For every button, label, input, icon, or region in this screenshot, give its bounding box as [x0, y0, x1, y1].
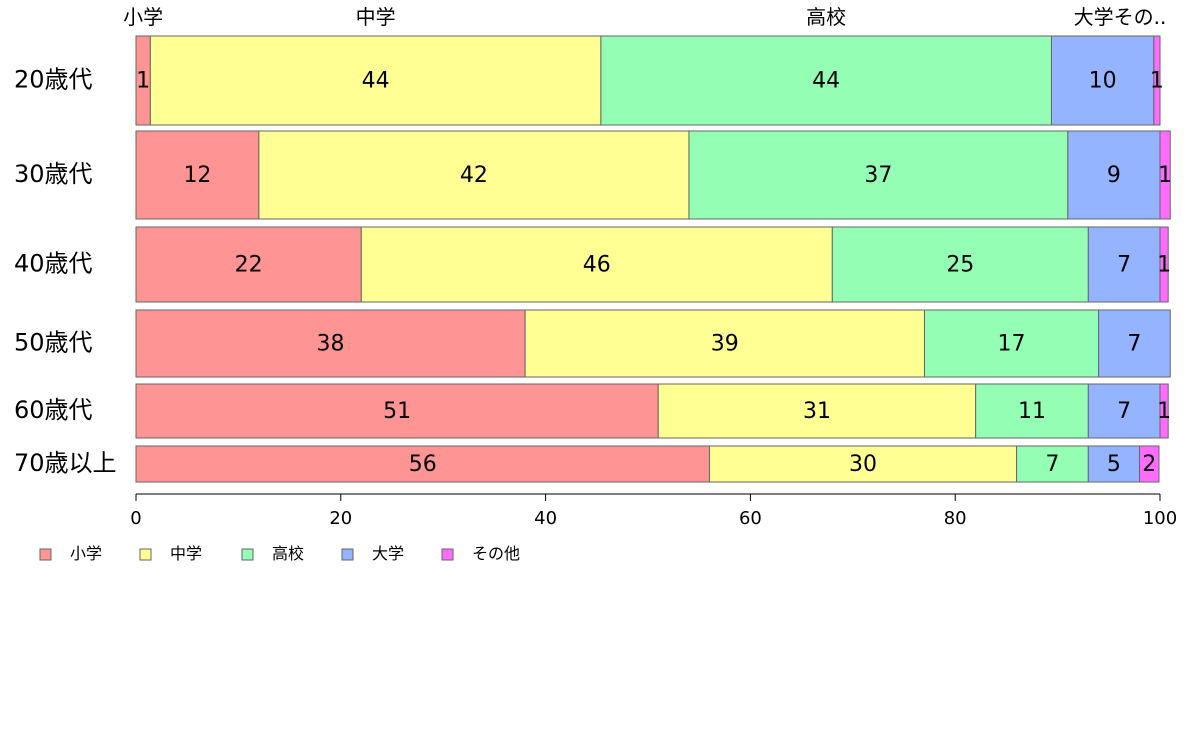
- x-tick-label: 80: [944, 508, 967, 529]
- data-label: 42: [460, 163, 488, 188]
- legend-label: 中学: [170, 544, 202, 563]
- data-label: 7: [1117, 399, 1131, 424]
- data-label: 7: [1127, 332, 1141, 357]
- data-label: 38: [317, 332, 345, 357]
- bar-row: 40歳代 22 46 25 7 1: [14, 226, 1171, 303]
- legend: 小学 中学 高校 大学 その他: [39, 544, 520, 563]
- data-label: 5: [1107, 452, 1121, 477]
- data-label: 39: [711, 332, 739, 357]
- data-label: 12: [183, 163, 211, 188]
- bar-segment: [1050, 35, 1155, 126]
- bar-segment: [600, 35, 1052, 126]
- bar-segment: [1153, 35, 1161, 126]
- data-label: 11: [1018, 399, 1046, 424]
- bar-row: 60歳代 51 31 11 7 1: [14, 383, 1171, 439]
- bar-row: 30歳代 12 42 37 9 1: [14, 130, 1172, 220]
- bar-row: 70歳以上 56 30 7 5 2: [14, 445, 1160, 483]
- legend-item: 高校: [241, 544, 304, 563]
- data-label: 31: [803, 399, 831, 424]
- data-label: 1: [136, 69, 150, 94]
- x-tick-label: 40: [534, 508, 557, 529]
- bar-segment: [135, 226, 362, 303]
- bar-segment: [975, 383, 1089, 439]
- category-label: 30歳代: [14, 160, 93, 188]
- data-label: 51: [383, 399, 411, 424]
- bar-segment: [360, 226, 833, 303]
- legend-item: 小学: [39, 544, 102, 563]
- bar-segment: [1098, 309, 1171, 378]
- legend-swatch: [139, 548, 152, 561]
- bar-segment: [1087, 226, 1161, 303]
- data-label: 1: [1157, 253, 1171, 278]
- data-label: 2: [1142, 452, 1156, 477]
- data-label: 1: [1157, 399, 1171, 424]
- bar-segment: [135, 383, 659, 439]
- legend-label: その他: [472, 544, 520, 563]
- x-tick-label: 60: [739, 508, 762, 529]
- legend-item: その他: [441, 544, 520, 563]
- bar-segment: [135, 309, 526, 378]
- x-tick-label: 20: [329, 508, 352, 529]
- bar-segment: [923, 309, 1100, 378]
- top-labels: 小学 中学 高校 大学その..: [123, 5, 1166, 29]
- bar-segment: [1159, 383, 1169, 439]
- bar-segment: [1087, 383, 1161, 439]
- top-series-label: 高校: [806, 5, 846, 29]
- bar-segment: [1159, 130, 1171, 220]
- data-label: 30: [849, 452, 877, 477]
- bar-segment: [149, 35, 602, 126]
- data-label: 37: [864, 163, 892, 188]
- bar-segment: [831, 226, 1089, 303]
- top-series-label: 小学: [123, 5, 163, 29]
- data-label: 56: [409, 452, 437, 477]
- category-label: 70歳以上: [14, 449, 117, 477]
- legend-label: 小学: [70, 544, 102, 563]
- bar-segment: [708, 445, 1018, 483]
- legend-label: 高校: [272, 544, 304, 563]
- x-tick-label: 100: [1143, 508, 1177, 529]
- top-series-label: 中学: [356, 5, 396, 29]
- data-label: 25: [946, 253, 974, 278]
- data-label: 7: [1045, 452, 1059, 477]
- bar-row: 20歳代 1 44 44 10 1: [14, 35, 1164, 126]
- bar-segment: [135, 130, 260, 220]
- data-label: 10: [1089, 69, 1117, 94]
- data-label: 9: [1107, 163, 1121, 188]
- bar-row: 50歳代 38 39 17 7: [14, 309, 1171, 378]
- legend-swatch: [241, 548, 254, 561]
- data-label: 1: [1150, 69, 1164, 94]
- bar-segment: [1139, 445, 1160, 483]
- bar-segment: [657, 383, 977, 439]
- legend-item: 大学: [341, 544, 404, 563]
- legend-swatch: [441, 548, 454, 561]
- data-label: 46: [583, 253, 611, 278]
- data-label: 17: [998, 332, 1026, 357]
- category-label: 20歳代: [14, 66, 93, 94]
- data-label: 22: [235, 253, 263, 278]
- legend-item: 中学: [139, 544, 202, 563]
- x-axis: 0 20 40 60 80 100: [130, 493, 1177, 529]
- bar-segment: [688, 130, 1069, 220]
- x-tick-label: 0: [130, 508, 141, 529]
- bar-segment: [258, 130, 690, 220]
- category-label: 40歳代: [14, 250, 93, 278]
- bar-segment: [1016, 445, 1089, 483]
- category-label: 50歳代: [14, 329, 93, 357]
- data-label: 44: [812, 69, 840, 94]
- legend-swatch: [39, 548, 52, 561]
- bar-segment: [1067, 130, 1161, 220]
- bar-segment: [1159, 226, 1169, 303]
- data-label: 44: [362, 69, 390, 94]
- category-label: 60歳代: [14, 396, 93, 424]
- bar-segment: [524, 309, 925, 378]
- legend-swatch: [341, 548, 354, 561]
- data-label: 7: [1117, 253, 1131, 278]
- legend-label: 大学: [372, 544, 404, 563]
- top-series-label: 大学その..: [1074, 5, 1167, 29]
- data-label: 1: [1158, 163, 1172, 188]
